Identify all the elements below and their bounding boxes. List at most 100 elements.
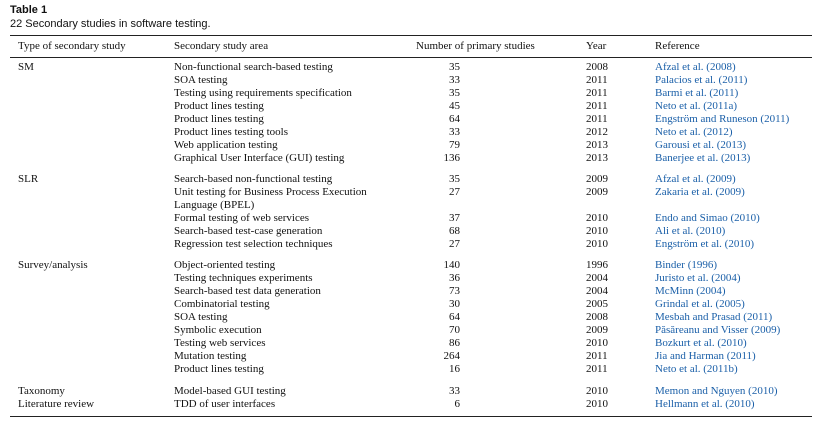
- row-year: 2011: [586, 363, 608, 375]
- row-reference[interactable]: McMinn (2004): [655, 285, 726, 297]
- row-year: 2011: [586, 74, 608, 86]
- table-row: SLR Search-based non-functional testing 35…: [0, 173, 821, 186]
- table-row: SOA testing 33 2011 Palacios et al. (2011): [0, 74, 821, 87]
- row-num: 136: [443, 152, 461, 164]
- header-rule: [10, 57, 812, 58]
- table-row: Testing web services 86 2010 Bozkurt et al.…: [0, 337, 821, 350]
- row-year: 2010: [586, 212, 608, 224]
- row-reference[interactable]: Afzal et al. (2008): [655, 61, 736, 73]
- row-area: Product lines testing: [174, 100, 264, 112]
- table-row: Symbolic execution 70 2009 Păsăreanu and Vi…: [0, 324, 821, 337]
- table-row: Language (BPEL): [0, 199, 821, 212]
- row-reference[interactable]: Neto et al. (2011a): [655, 100, 738, 112]
- row-area: Symbolic execution: [174, 324, 262, 336]
- row-reference[interactable]: Zakaria et al. (2009): [655, 186, 745, 198]
- row-area: Product lines testing: [174, 363, 264, 375]
- row-area: Mutation testing: [174, 350, 247, 362]
- bottom-rule: [10, 416, 812, 417]
- table-row: Product lines testing tools 33 2012 Neto et…: [0, 126, 821, 139]
- row-area: Non-functional search-based testing: [174, 61, 333, 73]
- row-reference[interactable]: Memon and Nguyen (2010): [655, 385, 778, 397]
- row-year: 2010: [586, 337, 608, 349]
- row-reference[interactable]: Juristo et al. (2004): [655, 272, 741, 284]
- row-num: 86: [449, 337, 460, 349]
- row-year: 2013: [586, 139, 608, 151]
- table-row: Unit testing for Business Process Execut…: [0, 186, 821, 199]
- table-caption-subtitle: 22 Secondary studies in software testing…: [10, 18, 211, 30]
- row-area: Product lines testing: [174, 113, 264, 125]
- table-row: Graphical User Interface (GUI) testing 13…: [0, 152, 821, 165]
- row-reference[interactable]: Afzal et al. (2009): [655, 173, 736, 185]
- row-reference[interactable]: Endo and Simao (2010): [655, 212, 760, 224]
- row-reference[interactable]: Hellmann et al. (2010): [655, 398, 755, 410]
- row-area: Regression test selection techniques: [174, 238, 333, 250]
- row-area: SOA testing: [174, 74, 228, 86]
- row-reference[interactable]: Grindal et al. (2005): [655, 298, 745, 310]
- row-year: 2010: [586, 398, 608, 410]
- row-num: 45: [449, 100, 460, 112]
- row-year: 2004: [586, 272, 608, 284]
- row-reference[interactable]: Engström et al. (2010): [655, 238, 754, 250]
- row-area: Model-based GUI testing: [174, 385, 286, 397]
- row-area: Object-oriented testing: [174, 259, 276, 271]
- row-reference[interactable]: Garousi et al. (2013): [655, 139, 747, 151]
- row-year: 2008: [586, 311, 608, 323]
- row-num: 73: [449, 285, 460, 297]
- row-num: 35: [449, 173, 460, 185]
- header-type: Type of secondary study: [18, 40, 126, 52]
- row-area: Testing techniques experiments: [174, 272, 313, 284]
- row-reference[interactable]: Mesbah and Prasad (2011): [655, 311, 773, 323]
- row-reference[interactable]: Barmi et al. (2011): [655, 87, 739, 99]
- row-type: SM: [18, 61, 34, 73]
- row-area: Search-based test-case generation: [174, 225, 323, 237]
- row-type: Literature review: [18, 398, 95, 410]
- table-row: Product lines testing 16 2011 Neto et al. (…: [0, 363, 821, 376]
- row-reference[interactable]: Ali et al. (2010): [655, 225, 726, 237]
- header-year: Year: [586, 40, 607, 52]
- row-area: Graphical User Interface (GUI) testing: [174, 152, 345, 164]
- table-row: Combinatorial testing 30 2005 Grindal et al…: [0, 298, 821, 311]
- row-reference[interactable]: Palacios et al. (2011): [655, 74, 748, 86]
- row-num: 27: [449, 186, 460, 198]
- row-num: 70: [449, 324, 460, 336]
- table-row: Testing techniques experiments 36 2004 Juri…: [0, 272, 821, 285]
- row-reference[interactable]: Jia and Harman (2011): [655, 350, 756, 362]
- table-row: Regression test selection techniques 27 20…: [0, 238, 821, 251]
- row-reference[interactable]: Banerjee et al. (2013): [655, 152, 751, 164]
- row-reference[interactable]: Binder (1996): [655, 259, 718, 271]
- row-reference[interactable]: Neto et al. (2012): [655, 126, 733, 138]
- table-row: Product lines testing 64 2011 Engström and …: [0, 113, 821, 126]
- row-year: 1996: [586, 259, 608, 271]
- row-num: 35: [449, 61, 460, 73]
- table-row: Survey/analysis Object-oriented testing 14…: [0, 259, 821, 272]
- row-reference[interactable]: Bozkurt et al. (2010): [655, 337, 747, 349]
- row-num: 16: [449, 363, 460, 375]
- row-year: 2009: [586, 324, 608, 336]
- row-year: 2011: [586, 87, 608, 99]
- table-row: Formal testing of web services 37 2010 Endo…: [0, 212, 821, 225]
- row-num: 30: [449, 298, 460, 310]
- table-row: Search-based test-case generation 68 2010 A…: [0, 225, 821, 238]
- row-area: Combinatorial testing: [174, 298, 270, 310]
- row-year: 2010: [586, 238, 608, 250]
- row-area: Search-based non-functional testing: [174, 173, 333, 185]
- row-num: 6: [454, 398, 461, 410]
- row-num: 264: [443, 350, 461, 362]
- row-reference[interactable]: Neto et al. (2011b): [655, 363, 738, 375]
- table-row: Testing using requirements specification…: [0, 87, 821, 100]
- row-reference[interactable]: Engström and Runeson (2011): [655, 113, 790, 125]
- table-row: Literature review TDD of user interfaces 6…: [0, 398, 821, 411]
- row-year: 2005: [586, 298, 608, 310]
- row-num: 33: [449, 385, 460, 397]
- row-reference[interactable]: Păsăreanu and Visser (2009): [655, 324, 781, 336]
- header-ref: Reference: [655, 40, 700, 52]
- row-area: Unit testing for Business Process Execut…: [174, 186, 367, 198]
- table-row: Web application testing 79 2013 Garousi et …: [0, 139, 821, 152]
- row-area: Product lines testing tools: [174, 126, 288, 138]
- row-num: 68: [449, 225, 460, 237]
- row-year: 2011: [586, 350, 608, 362]
- row-year: 2004: [586, 285, 608, 297]
- row-num: 36: [449, 272, 460, 284]
- row-area: Testing using requirements specification: [174, 87, 352, 99]
- row-type: Taxonomy: [18, 385, 65, 397]
